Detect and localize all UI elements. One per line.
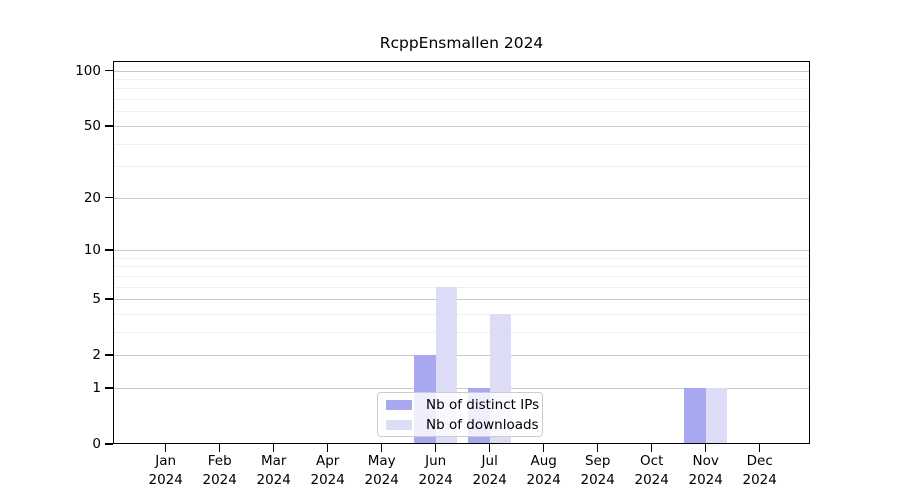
major-gridline (113, 249, 810, 251)
x-axis-label-jun: Jun 2024 (418, 453, 453, 488)
major-gridline (113, 70, 810, 72)
plot-area: Dec 2024 Nov 2024 Oct 2024 Sep 2024 Aug 2024 Jul 20… (75, 61, 810, 488)
minor-gridline (113, 257, 810, 259)
legend-item-distinct-ips: Nb of distinct IPs (386, 397, 539, 413)
y-axis-label: 0 (92, 436, 101, 452)
plot-frame (113, 61, 810, 444)
major-gridline (113, 197, 810, 199)
y-axis-tick (105, 443, 113, 445)
x-axis-label-feb: Feb 2024 (202, 453, 237, 488)
minor-gridline (113, 313, 810, 315)
minor-gridline (113, 331, 810, 333)
y-axis-label: 5 (92, 291, 101, 307)
minor-gridline (113, 78, 810, 80)
major-gridline (113, 299, 810, 300)
y-axis-tick (105, 196, 113, 199)
x-axis-tick (542, 444, 545, 452)
x-axis-label-apr: Apr 2024 (310, 453, 345, 488)
x-axis-label-jul: Jul 2024 (472, 453, 507, 488)
y-axis-tick (105, 125, 113, 127)
y-axis-label: 1 (92, 379, 101, 396)
minor-gridline (113, 275, 810, 277)
x-axis-label-dec: Dec 2024 (742, 453, 777, 488)
bar-downloads-nov (705, 387, 728, 444)
x-axis-tick (434, 444, 437, 452)
x-axis-tick (596, 444, 599, 452)
x-axis-tick (218, 444, 221, 452)
minor-gridline (113, 286, 810, 288)
x-axis-label-mar: Mar 2024 (256, 453, 291, 488)
x-axis-label-sep: Sep 2024 (580, 453, 615, 488)
major-gridline (113, 355, 810, 357)
y-axis-tick (105, 249, 113, 251)
x-axis-label-oct: Oct 2024 (634, 453, 669, 488)
minor-gridline (113, 99, 810, 100)
x-axis-tick (326, 444, 329, 452)
y-axis-label: 10 (83, 241, 101, 258)
legend-label-distinct-ips: Nb of distinct IPs (426, 396, 540, 413)
legend-label-downloads: Nb of downloads (426, 416, 539, 433)
legend: Nb of distinct IPs Nb of downloads (377, 392, 543, 437)
y-axis-tick (105, 298, 113, 300)
x-axis-tick (164, 444, 167, 452)
x-axis-label-may: May 2024 (364, 453, 399, 488)
legend-item-downloads: Nb of downloads (386, 417, 539, 433)
downloads-swatch (386, 419, 412, 430)
y-axis-tick (105, 69, 113, 72)
minor-gridline (113, 143, 810, 145)
distinct-ips-swatch (386, 399, 412, 410)
minor-gridline (113, 111, 810, 113)
y-axis-label: 20 (83, 189, 101, 206)
y-axis-tick (105, 387, 113, 389)
minor-gridline (113, 266, 810, 268)
y-axis-label: 50 (83, 117, 101, 134)
major-gridline (113, 387, 810, 389)
y-axis-label: 2 (92, 347, 101, 364)
y-axis-tick (105, 354, 113, 356)
y-axis-label: 100 (75, 62, 101, 79)
major-gridline (113, 125, 810, 127)
x-axis-tick (380, 444, 383, 452)
x-axis-tick (488, 444, 491, 452)
bar-distinct-ips-nov (684, 387, 706, 444)
x-axis-label-jan: Jan 2024 (148, 453, 183, 488)
minor-gridline (113, 88, 810, 90)
x-axis-tick (704, 444, 707, 452)
x-axis-tick (272, 444, 275, 452)
x-axis-tick (650, 444, 653, 452)
minor-gridline (113, 166, 810, 168)
chart-title: RcppEnsmallen 2024 (379, 34, 544, 52)
x-axis-tick (758, 444, 761, 452)
x-axis-label-nov: Nov 2024 (688, 453, 723, 488)
x-axis-label-aug: Aug 2024 (526, 453, 561, 488)
